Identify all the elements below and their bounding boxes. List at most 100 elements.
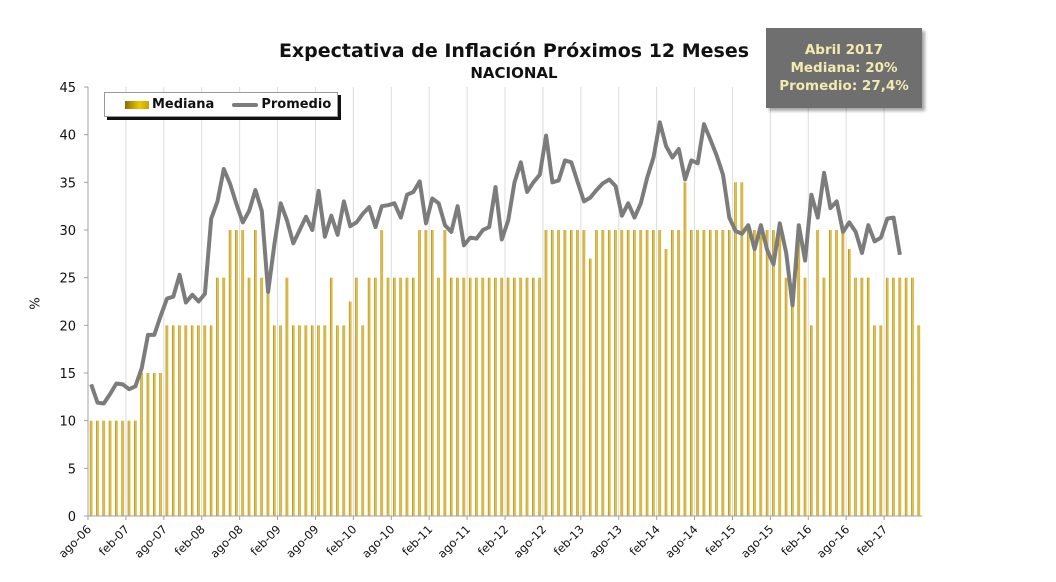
bar-mediana — [873, 325, 876, 516]
bar-mediana — [538, 277, 542, 516]
bar-mediana — [317, 325, 320, 516]
bar-mediana — [746, 230, 750, 516]
x-tick-label: feb-17 — [854, 522, 890, 558]
info-box-date: Abril 2017 — [804, 42, 884, 58]
bar-mediana — [115, 420, 118, 516]
bar-mediana — [209, 325, 213, 516]
bar-mediana — [468, 277, 472, 516]
bar-mediana — [127, 420, 131, 516]
x-tick-label: ago-14 — [662, 522, 700, 560]
chart-title: Expectativa de Inflación Próximos 12 Mes… — [278, 40, 750, 62]
bar-mediana — [848, 249, 851, 517]
bar-mediana — [153, 373, 156, 516]
bar-mediana — [588, 258, 592, 516]
bar-mediana — [525, 277, 529, 516]
legend-label-mediana: Mediana — [152, 97, 215, 112]
y-tick-label: 5 — [68, 462, 76, 477]
y-axis-label: % — [28, 297, 44, 310]
bar-mediana — [462, 277, 466, 516]
bar-mediana — [323, 325, 327, 516]
bars-mediana — [89, 182, 921, 517]
bar-mediana — [677, 230, 681, 516]
bar-mediana — [121, 420, 125, 516]
bar-mediana — [304, 325, 308, 516]
bar-mediana — [348, 301, 352, 516]
y-axis-ticks: 0 5 10 15 20 25 30 35 40 45 — [59, 81, 88, 525]
y-tick-label: 0 — [68, 510, 76, 525]
bar-mediana — [582, 230, 586, 516]
bar-mediana — [702, 230, 706, 516]
bar-mediana — [437, 277, 440, 516]
bar-mediana — [418, 230, 422, 516]
bar-mediana — [235, 230, 238, 516]
x-tick-label: ago-16 — [814, 522, 852, 560]
bar-mediana — [108, 420, 112, 516]
y-tick-label: 45 — [59, 81, 76, 96]
bar-mediana — [576, 230, 579, 516]
bar-mediana — [772, 230, 775, 516]
bar-mediana — [260, 277, 264, 516]
x-tick-label: ago-10 — [359, 522, 397, 560]
x-tick-label: ago-08 — [207, 522, 245, 560]
bar-mediana — [879, 325, 883, 516]
bar-mediana — [835, 230, 839, 516]
bar-mediana — [614, 230, 617, 516]
x-tick-label: ago-15 — [738, 522, 776, 560]
x-tick-label: ago-12 — [511, 522, 549, 560]
bar-mediana — [727, 230, 731, 516]
bar-mediana — [709, 230, 712, 516]
bar-mediana — [140, 373, 144, 516]
bar-mediana — [500, 277, 504, 516]
info-box-mediana: Mediana: 20% — [790, 60, 898, 76]
bar-mediana — [361, 325, 365, 516]
legend: Mediana Promedio — [104, 92, 338, 117]
y-tick-label: 30 — [59, 224, 76, 239]
bar-mediana — [620, 230, 624, 516]
chart-subtitle: NACIONAL — [470, 64, 558, 82]
legend-swatch-mediana — [125, 100, 149, 109]
bar-mediana — [216, 277, 219, 516]
x-tick-label: ago-09 — [283, 522, 321, 560]
y-tick-label: 35 — [59, 176, 76, 191]
x-tick-label: ago-11 — [435, 522, 473, 560]
bar-mediana — [595, 230, 598, 516]
bar-mediana — [506, 277, 510, 516]
bar-mediana — [683, 182, 687, 517]
bar-mediana — [753, 230, 756, 516]
bar-mediana — [487, 277, 491, 516]
bar-mediana — [399, 277, 403, 516]
bar-mediana — [171, 325, 175, 516]
bar-mediana — [405, 277, 409, 516]
bar-mediana — [765, 230, 769, 516]
bar-mediana — [380, 230, 384, 516]
bar-mediana — [658, 230, 662, 516]
x-tick-label: feb-07 — [96, 522, 132, 558]
bar-mediana — [203, 325, 207, 516]
bar-mediana — [279, 325, 283, 516]
y-tick-label: 10 — [59, 415, 76, 430]
bar-mediana — [367, 277, 371, 516]
bar-mediana — [885, 277, 889, 516]
bar-mediana — [911, 277, 914, 516]
bar-mediana — [443, 230, 447, 516]
bar-mediana — [241, 230, 245, 516]
bar-mediana — [336, 325, 339, 516]
bar-mediana — [715, 230, 718, 516]
bar-mediana — [652, 230, 655, 516]
bar-mediana — [740, 182, 744, 517]
x-tick-label: feb-11 — [399, 522, 435, 558]
bar-mediana — [671, 230, 674, 516]
bar-mediana — [607, 230, 611, 516]
x-tick-label: feb-12 — [475, 522, 511, 558]
bar-mediana — [810, 325, 813, 516]
bar-mediana — [102, 420, 106, 516]
info-box-promedio: Promedio: 27,4% — [779, 78, 909, 94]
bar-mediana — [285, 277, 289, 516]
x-tick-label: ago-07 — [131, 522, 169, 560]
bar-mediana — [898, 277, 902, 516]
bar-mediana — [633, 230, 636, 516]
bar-mediana — [532, 277, 535, 516]
bar-mediana — [759, 230, 763, 516]
bar-mediana — [456, 277, 459, 516]
